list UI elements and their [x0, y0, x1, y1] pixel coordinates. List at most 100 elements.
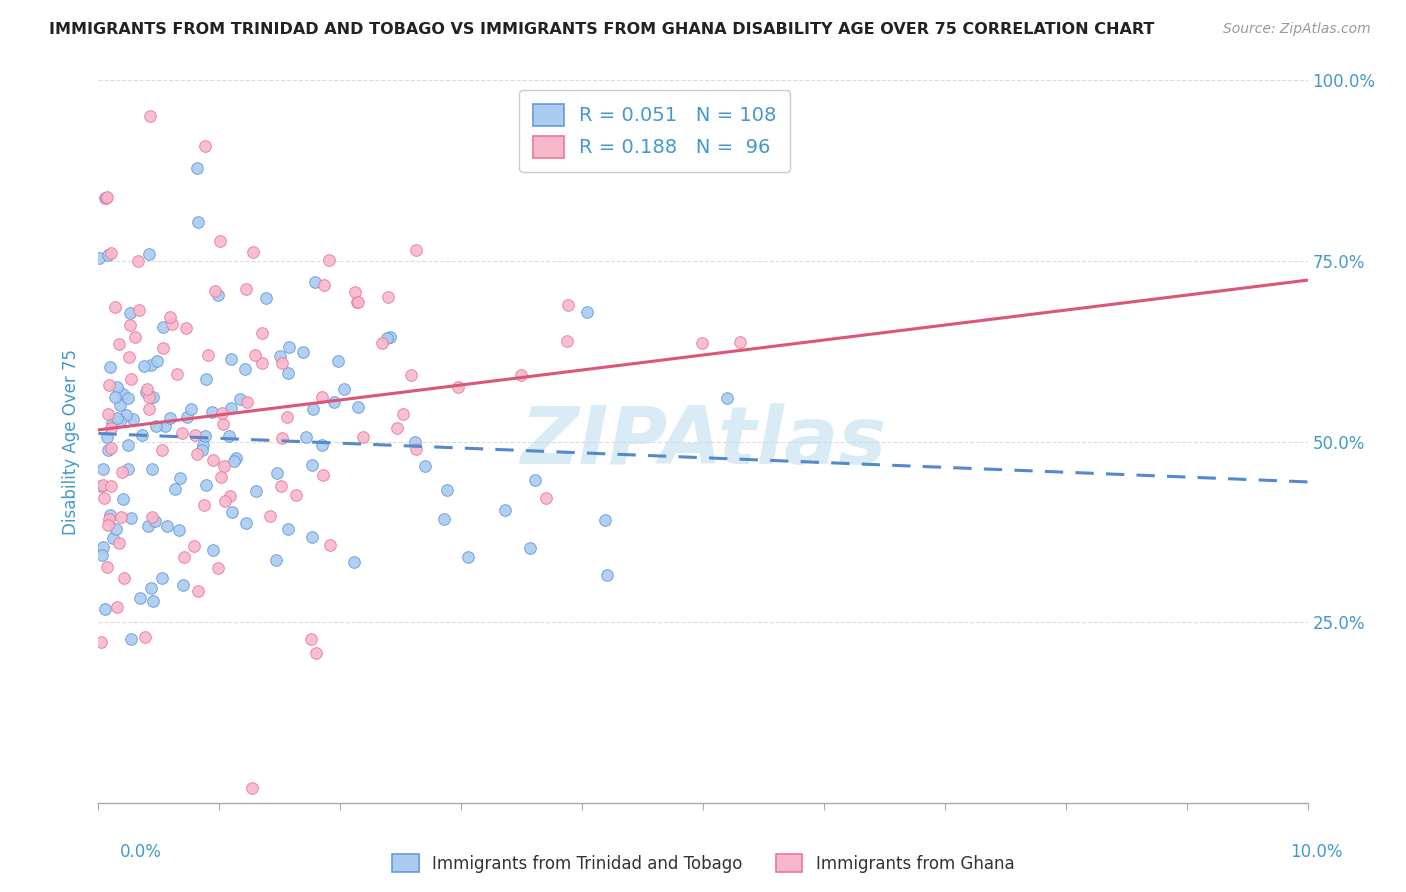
- Point: [212, 458, 235, 473]
- Point: [103, 531, 125, 545]
- Point: [250, 326, 273, 340]
- Point: [225, 450, 247, 465]
- Point: [91, 462, 114, 476]
- Point: [295, 430, 318, 444]
- Point: [266, 466, 288, 480]
- Point: [311, 438, 333, 452]
- Point: [127, 253, 149, 268]
- Point: [118, 350, 141, 364]
- Point: [97, 248, 120, 262]
- Point: [105, 522, 128, 536]
- Point: [104, 390, 127, 404]
- Point: [98, 359, 121, 374]
- Point: [165, 482, 187, 496]
- Point: [243, 348, 266, 362]
- Point: [201, 453, 224, 467]
- Point: [254, 292, 277, 306]
- Point: [557, 298, 579, 312]
- Point: [716, 392, 738, 406]
- Point: [219, 352, 242, 367]
- Point: [139, 358, 162, 372]
- Point: [187, 583, 209, 598]
- Point: [105, 411, 128, 425]
- Point: [207, 561, 229, 575]
- Point: [519, 541, 541, 555]
- Point: [343, 285, 366, 300]
- Point: [332, 382, 354, 396]
- Point: [259, 508, 281, 523]
- Point: [100, 246, 122, 260]
- Point: [219, 489, 242, 503]
- Point: [270, 479, 292, 493]
- Point: [240, 781, 263, 796]
- Point: [98, 508, 121, 522]
- Point: [494, 503, 516, 517]
- Point: [276, 409, 298, 424]
- Point: [142, 594, 165, 608]
- Point: [194, 139, 217, 153]
- Point: [105, 380, 128, 394]
- Point: [101, 416, 124, 430]
- Point: [433, 511, 456, 525]
- Point: [104, 300, 127, 314]
- Point: [284, 488, 307, 502]
- Point: [159, 310, 181, 324]
- Point: [152, 571, 174, 585]
- Point: [555, 334, 578, 348]
- Point: [89, 251, 111, 265]
- Point: [183, 539, 205, 553]
- Point: [112, 571, 135, 585]
- Point: [221, 505, 243, 519]
- Point: [131, 428, 153, 442]
- Legend: R = 0.051   N = 108, R = 0.188   N =  96: R = 0.051 N = 108, R = 0.188 N = 96: [519, 90, 790, 172]
- Point: [122, 412, 145, 426]
- Point: [134, 630, 156, 644]
- Point: [242, 244, 264, 259]
- Point: [233, 361, 256, 376]
- Point: [277, 522, 299, 536]
- Point: [120, 510, 142, 524]
- Point: [536, 491, 558, 505]
- Point: [201, 405, 224, 419]
- Point: [107, 535, 129, 549]
- Point: [207, 288, 229, 302]
- Point: [129, 591, 152, 606]
- Point: [176, 410, 198, 425]
- Point: [97, 407, 120, 421]
- Point: [105, 600, 128, 615]
- Point: [128, 302, 150, 317]
- Point: [93, 491, 115, 505]
- Point: [138, 518, 160, 533]
- Point: [346, 295, 368, 310]
- Point: [202, 542, 225, 557]
- Point: [524, 473, 547, 487]
- Point: [211, 407, 233, 421]
- Point: [576, 305, 599, 319]
- Point: [152, 341, 174, 355]
- Point: [153, 419, 176, 434]
- Point: [371, 336, 394, 351]
- Point: [302, 401, 325, 416]
- Point: [318, 252, 340, 267]
- Point: [172, 578, 194, 592]
- Point: [135, 385, 157, 400]
- Point: [91, 478, 114, 492]
- Point: [120, 372, 142, 386]
- Point: [305, 646, 328, 660]
- Text: Source: ZipAtlas.com: Source: ZipAtlas.com: [1223, 22, 1371, 37]
- Point: [457, 549, 479, 564]
- Point: [380, 330, 402, 344]
- Point: [141, 509, 163, 524]
- Point: [299, 632, 322, 646]
- Point: [219, 401, 242, 416]
- Point: [271, 356, 294, 370]
- Point: [235, 282, 257, 296]
- Point: [224, 454, 246, 468]
- Point: [352, 429, 374, 443]
- Point: [94, 191, 117, 205]
- Point: [190, 443, 212, 458]
- Point: [211, 417, 233, 432]
- Point: [114, 408, 136, 422]
- Point: [138, 247, 160, 261]
- Point: [120, 306, 142, 320]
